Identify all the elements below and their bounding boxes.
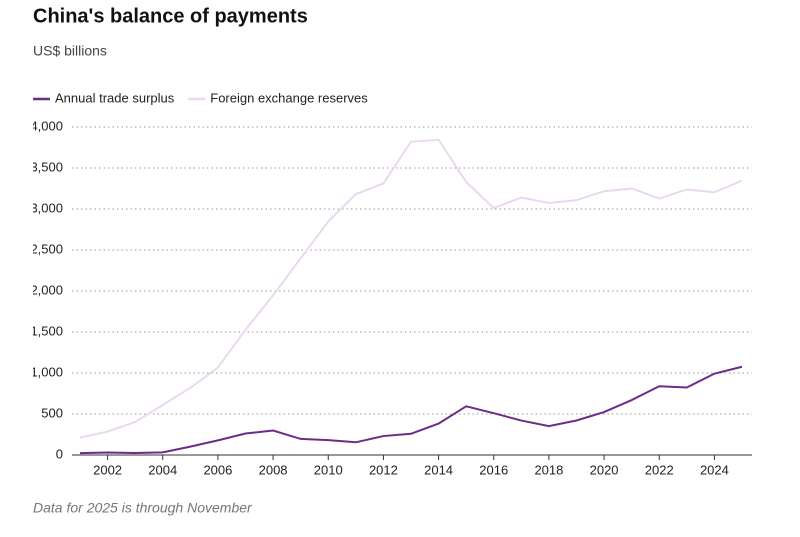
x-tick-label: 2012 xyxy=(369,462,398,477)
footnote: Data for 2025 is through November xyxy=(33,500,253,516)
x-tick-label: 2010 xyxy=(314,462,343,477)
x-tick-label: 2022 xyxy=(645,462,674,477)
x-tick-label: 2020 xyxy=(590,462,619,477)
x-tick-label: 2002 xyxy=(93,462,122,477)
y-tick-label: 1,000 xyxy=(30,364,63,379)
x-tick-label: 2024 xyxy=(700,462,729,477)
series-line xyxy=(79,365,743,455)
chart-title: China's balance of payments xyxy=(33,5,308,27)
chart-subtitle: US$ billions xyxy=(33,43,107,59)
y-tick-label: 4,000 xyxy=(30,118,63,133)
legend-label: Foreign exchange reserves xyxy=(210,90,368,105)
series-line xyxy=(79,138,743,439)
x-tick-label: 2014 xyxy=(424,462,453,477)
y-tick-label: 0 xyxy=(56,446,63,461)
y-tick-label: 3,500 xyxy=(30,159,63,174)
x-tick-label: 2018 xyxy=(534,462,563,477)
y-tick-label: 3,000 xyxy=(30,200,63,215)
y-tick-label: 2,500 xyxy=(30,241,63,256)
y-tick-label: 500 xyxy=(41,405,63,420)
y-tick-label: 1,500 xyxy=(30,323,63,338)
x-tick-label: 2006 xyxy=(203,462,232,477)
legend-label: Annual trade surplus xyxy=(55,90,175,105)
x-tick-label: 2016 xyxy=(479,462,508,477)
y-tick-label: 2,000 xyxy=(30,282,63,297)
x-tick-label: 2008 xyxy=(259,462,288,477)
x-tick-label: 2004 xyxy=(148,462,177,477)
